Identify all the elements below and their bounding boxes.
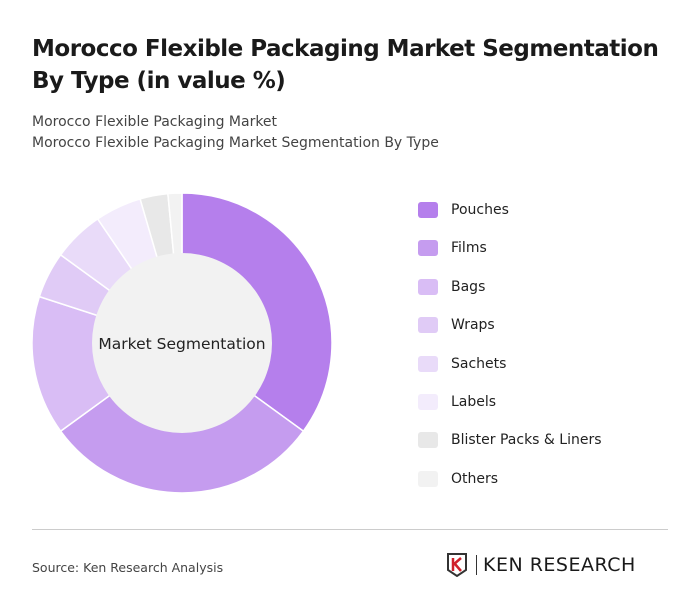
legend-label: Bags <box>451 278 486 295</box>
ken-research-logo: KEN RESEARCH <box>446 553 636 577</box>
chart-subtitle-2: Morocco Flexible Packaging Market Segmen… <box>32 135 439 151</box>
legend-item: Sachets <box>418 354 602 392</box>
legend-swatch <box>418 278 438 295</box>
donut-hole <box>92 253 272 433</box>
legend-item: Bags <box>418 277 602 315</box>
divider <box>32 529 668 530</box>
legend-item: Blister Packs & Liners <box>418 430 602 468</box>
legend-item: Pouches <box>418 200 602 238</box>
legend-swatch <box>418 317 438 334</box>
logo-text: KEN RESEARCH <box>476 555 636 575</box>
legend-label: Blister Packs & Liners <box>451 432 602 449</box>
legend-label: Pouches <box>451 202 509 218</box>
legend-item: Others <box>418 469 602 507</box>
legend-swatch <box>418 470 438 487</box>
legend-label: Labels <box>451 393 497 410</box>
source-note: Source: Ken Research Analysis <box>32 560 224 575</box>
legend-swatch <box>418 393 438 410</box>
legend-swatch <box>418 355 438 372</box>
center-label: Market Segmentation <box>98 335 265 353</box>
legend: Pouches Films Bags Wraps Sachets Labels Bliste… <box>418 200 602 507</box>
legend-item: Films <box>418 238 602 276</box>
chart-subtitle: Morocco Flexible Packaging Market <box>32 114 278 130</box>
legend-label: Wraps <box>451 317 495 334</box>
chart-title: Morocco Flexible Packaging Market Segmen… <box>32 36 659 94</box>
legend-label: Sachets <box>451 355 507 372</box>
legend-label: Films <box>451 240 487 257</box>
logo-icon <box>447 553 467 577</box>
legend-item: Wraps <box>418 315 602 353</box>
legend-label: Others <box>451 470 499 487</box>
legend-item: Labels <box>418 392 602 430</box>
legend-swatch <box>418 202 438 218</box>
legend-swatch <box>418 240 438 257</box>
legend-swatch <box>418 432 438 449</box>
donut-chart: Market Segmentation <box>31 192 333 494</box>
